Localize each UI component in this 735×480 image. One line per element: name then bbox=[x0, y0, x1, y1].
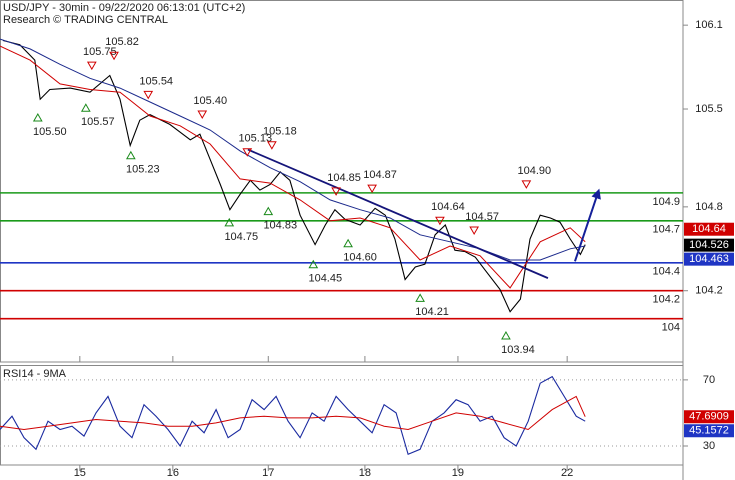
swing-low-marker bbox=[32, 113, 43, 122]
swing-high-marker bbox=[242, 148, 253, 157]
swing-high-label: 104.57 bbox=[465, 211, 499, 223]
x-tick-label: 22 bbox=[561, 467, 573, 479]
swing-high-label: 105.13 bbox=[238, 133, 272, 145]
swing-high-marker bbox=[521, 180, 532, 189]
arrow bbox=[574, 188, 601, 262]
y-tick-label: 104.2 bbox=[695, 285, 723, 297]
swing-high-marker bbox=[367, 184, 377, 194]
swing-high-label: 104.64 bbox=[431, 201, 465, 213]
swing-high-label: 104.90 bbox=[518, 165, 552, 177]
x-tick-label: 17 bbox=[262, 467, 274, 479]
swing-low-marker bbox=[125, 150, 136, 160]
plot-layer: 106.1 105.5 104.8 104.2 104.9 104.7 104.4 104.2… bbox=[0, 19, 734, 479]
price-tag-label: 104.463 bbox=[689, 253, 729, 265]
price-tag bbox=[684, 252, 734, 266]
price-tag-label: 47.6909 bbox=[689, 411, 729, 423]
swing-high-label: 105.75 bbox=[83, 46, 117, 58]
swing-low-marker bbox=[415, 293, 425, 302]
series-line bbox=[0, 38, 586, 261]
level-label: 104.2 bbox=[652, 294, 680, 306]
swing-low-label: 104.60 bbox=[343, 252, 377, 264]
y-tick-label: 105.5 bbox=[695, 103, 723, 115]
swing-low-label: 104.83 bbox=[263, 220, 297, 232]
chart-subtitle: Research © TRADING CENTRAL bbox=[3, 14, 168, 26]
swing-high-marker bbox=[109, 51, 119, 61]
swing-low-marker bbox=[501, 331, 511, 340]
swing-low-label: 105.23 bbox=[126, 164, 160, 176]
x-tick-label: 16 bbox=[167, 467, 179, 479]
swing-high-marker bbox=[331, 187, 341, 196]
swing-low-label: 105.50 bbox=[33, 126, 67, 138]
y-tick-label: 30 bbox=[703, 440, 715, 452]
x-tick-label: 19 bbox=[452, 467, 464, 479]
level-label: 104.4 bbox=[652, 266, 680, 278]
swing-high-label: 104.85 bbox=[327, 172, 361, 184]
swing-high-label: 105.40 bbox=[193, 95, 227, 107]
level-label: 104.9 bbox=[652, 196, 680, 208]
swing-high-marker bbox=[267, 141, 277, 150]
price-tag bbox=[684, 238, 734, 252]
swing-low-marker bbox=[263, 206, 274, 216]
price-tag bbox=[684, 424, 734, 438]
series-line bbox=[0, 375, 586, 456]
x-tick-label: 15 bbox=[74, 467, 86, 479]
price-tag-label: 45.1572 bbox=[689, 425, 729, 437]
swing-high-label: 105.54 bbox=[139, 75, 173, 87]
price-tag-label: 104.526 bbox=[689, 239, 729, 251]
y-tick-label: 106.1 bbox=[695, 19, 723, 31]
x-tick-label: 18 bbox=[359, 467, 371, 479]
level-label: 104 bbox=[662, 322, 680, 334]
y-tick-label: 70 bbox=[703, 374, 715, 386]
swing-high-label: 105.18 bbox=[263, 126, 297, 138]
swing-high-marker bbox=[86, 61, 97, 71]
swing-low-marker bbox=[80, 103, 91, 112]
swing-low-marker bbox=[308, 259, 319, 269]
y-tick-label: 104.8 bbox=[695, 201, 723, 213]
swing-high-label: 104.87 bbox=[363, 169, 397, 181]
price-tag bbox=[684, 222, 734, 236]
trendline bbox=[247, 148, 549, 279]
swing-low-marker bbox=[224, 217, 235, 227]
series-line bbox=[0, 45, 586, 289]
swing-low-label: 105.57 bbox=[81, 116, 115, 128]
rsi-title: RSI14 - 9MA bbox=[3, 368, 67, 380]
series-line bbox=[2, 39, 586, 313]
price-tag-label: 104.64 bbox=[692, 223, 726, 235]
swing-high-label: 105.82 bbox=[105, 36, 139, 48]
swing-low-label: 104.21 bbox=[415, 306, 449, 318]
swing-low-label: 104.75 bbox=[224, 231, 258, 243]
swing-low-marker bbox=[343, 238, 353, 248]
swing-low-label: 103.94 bbox=[501, 344, 535, 356]
swing-high-marker bbox=[143, 90, 154, 100]
chart-title: USD/JPY - 30min - 09/22/2020 06:13:01 (U… bbox=[3, 2, 245, 14]
series-line bbox=[0, 395, 586, 431]
swing-high-marker bbox=[435, 216, 445, 226]
level-label: 104.7 bbox=[652, 224, 680, 236]
swing-high-marker bbox=[197, 110, 208, 120]
swing-high-marker bbox=[469, 226, 480, 236]
price-tag bbox=[684, 410, 734, 424]
swing-low-label: 104.45 bbox=[308, 273, 342, 285]
